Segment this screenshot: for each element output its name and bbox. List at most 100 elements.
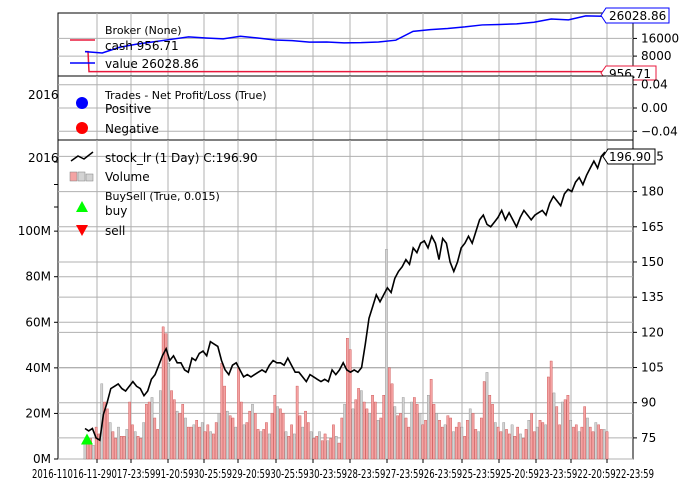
volume-bar [399, 413, 402, 460]
volume-bar [228, 415, 232, 460]
volume-bar [424, 420, 427, 460]
volume-bar [329, 438, 332, 460]
volume-bar [125, 429, 129, 460]
volume-bar [203, 431, 207, 460]
volume-bar [513, 436, 517, 460]
volume-bar [477, 431, 480, 460]
volume-bar [170, 390, 173, 460]
volume-bar [471, 413, 475, 460]
volume-bar [153, 417, 157, 460]
volume-bar [438, 420, 441, 460]
broker-ytick-label: 8000 [641, 49, 672, 63]
volume-bar [273, 395, 277, 460]
price-ytick-label: 165 [641, 220, 664, 234]
price-ytick-label: 120 [641, 325, 664, 339]
volume-legend-swatch-grey [77, 171, 86, 182]
volume-bar [117, 426, 120, 460]
volume-bar [253, 413, 257, 460]
volume-bar [323, 433, 327, 460]
volume-bar [354, 399, 358, 460]
volume-bar [301, 426, 305, 460]
volume-bar [382, 395, 386, 460]
volume-bar [407, 426, 411, 460]
price-ytick-label: 75 [641, 431, 656, 445]
volume-bar [167, 363, 171, 460]
x-tick-labels: 2016-11016-11-29017-23:5991-20:5930-25:5… [32, 467, 654, 481]
volume-bar [449, 417, 452, 460]
volume-legend-swatch-grey-2 [85, 173, 94, 182]
volume-bar [452, 431, 455, 460]
volume-bar [284, 431, 288, 460]
volume-bar [360, 390, 363, 460]
volume-bar [519, 433, 522, 460]
volume-bar [558, 424, 561, 460]
volume-bar [468, 408, 472, 460]
volume-bar [195, 420, 198, 460]
sell-legend-marker [76, 225, 88, 236]
volume-bar [591, 431, 595, 460]
volume-bar [234, 426, 238, 460]
volume-bar [122, 436, 126, 460]
volume-bar [318, 431, 321, 460]
trades-date-overlay: 2016 [28, 88, 59, 102]
volume-bar [226, 410, 229, 460]
volume-bar [418, 413, 422, 460]
volume-bar [251, 404, 254, 460]
volume-bar [340, 417, 344, 460]
volume-bar [175, 410, 179, 460]
volume-bar [547, 376, 550, 460]
volume-bar [600, 429, 603, 460]
price-ytick-label: 105 [641, 361, 664, 375]
volume-bar [220, 363, 224, 460]
buy-legend-label: buy [105, 204, 127, 218]
trades-ytick-label: 0.04 [641, 78, 668, 92]
volume-bar [281, 413, 285, 460]
volume-bar [435, 413, 439, 460]
volume-bar [106, 408, 109, 460]
trades-ytick-label: −0.04 [641, 124, 678, 138]
volume-bar [240, 401, 243, 460]
volume-bar [320, 440, 324, 460]
volume-bar [488, 395, 492, 460]
volume-bar [259, 431, 263, 460]
volume-bar [530, 413, 533, 460]
volume-bar [156, 429, 159, 460]
price-legend-swatch [70, 151, 94, 162]
volume-bar [279, 408, 282, 460]
volume-bar [373, 401, 377, 460]
volume-bar [86, 442, 90, 460]
volume-bar [404, 417, 408, 460]
volume-bar [133, 431, 137, 460]
volume-bar [223, 385, 226, 460]
value-series-line [84, 15, 604, 54]
volume-bar [396, 415, 399, 460]
broker-panel: 8000 16000 Broker (None) cash 956.71 valu… [57, 7, 679, 81]
volume-ytick-label: 60M [25, 315, 51, 329]
volume-bar [510, 424, 514, 460]
volume-bar [145, 404, 148, 460]
volume-bar [200, 422, 204, 460]
volume-bar [245, 422, 249, 460]
negative-legend-label: Negative [105, 122, 159, 136]
volume-bar [212, 433, 215, 460]
volume-bar [474, 429, 478, 460]
volume-bar [586, 417, 589, 460]
volume-bar [482, 381, 486, 460]
volume-bar [440, 426, 444, 460]
volume-bar [460, 426, 464, 460]
volume-bar [332, 424, 335, 460]
volume-bar [142, 422, 145, 460]
volume-bar [262, 429, 265, 460]
buy-marker [81, 433, 93, 445]
volume-bar [128, 401, 131, 460]
volume-bar [265, 422, 268, 460]
trades-ytick-label: 0.00 [641, 101, 668, 115]
volume-bar [533, 431, 536, 460]
volume-bar [502, 422, 506, 460]
volume-bar [315, 436, 319, 460]
volume-bar [136, 436, 140, 460]
broker-legend: Broker (None) cash 956.71 value 26028.86 [70, 24, 199, 71]
volume-bar [351, 408, 355, 460]
volume-bar [516, 426, 519, 460]
volume-bar [337, 442, 341, 460]
